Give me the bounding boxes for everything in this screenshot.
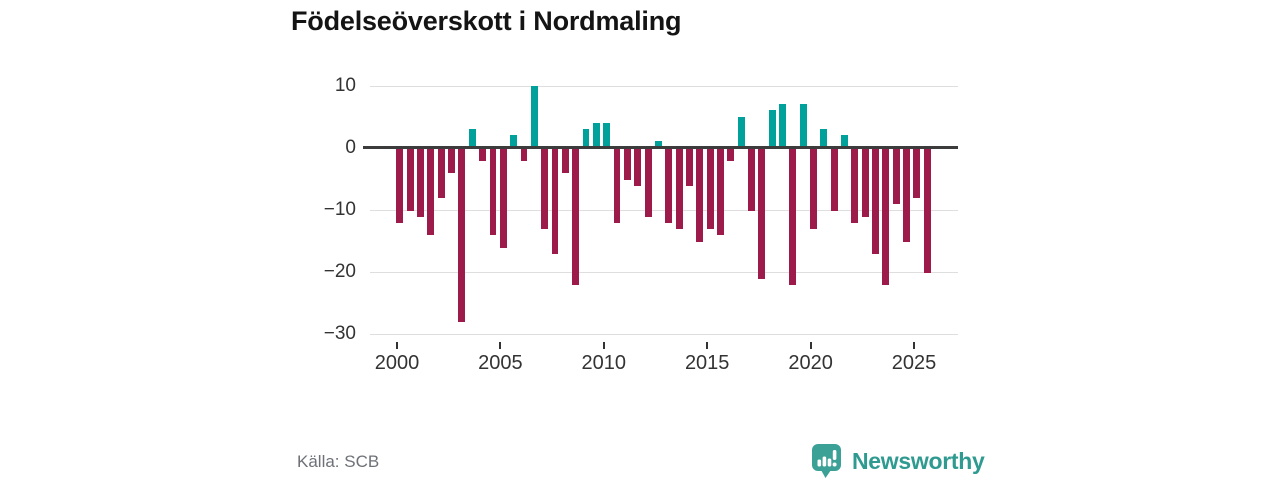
bar-2008H1: [561, 148, 569, 174]
bar-2014H2: [696, 148, 704, 242]
x-axis-tick: [396, 342, 398, 349]
bar-2020H2: [820, 128, 828, 148]
bar-2003H2: [468, 128, 476, 148]
bar-2024H2: [903, 148, 910, 242]
gridline: [370, 333, 958, 335]
y-axis-tick-label: −20: [323, 260, 356, 282]
bar-2001H2: [427, 148, 435, 236]
bar-2001H1: [417, 148, 425, 217]
bar-2021H1: [830, 148, 838, 211]
chart-title: Födelseöverskott i Nordmaling: [291, 6, 682, 36]
bar-2003H1: [458, 148, 466, 323]
bar-2013H2: [675, 148, 683, 230]
bar-2015H1: [706, 148, 714, 230]
bar-2006H2: [530, 85, 538, 148]
bar-2016H1: [727, 148, 735, 161]
y-axis-tick-label: −10: [323, 198, 356, 220]
x-axis-tick-label: 2005: [478, 352, 523, 374]
x-axis-tick: [499, 342, 502, 349]
bar-2000H1: [396, 148, 404, 223]
bar-2005H2: [510, 135, 518, 148]
y-axis-tick-label: 10: [334, 74, 356, 96]
bar-2017H2: [758, 148, 766, 279]
x-axis-tick-label: 2000: [374, 352, 420, 374]
bar-2023H1: [872, 148, 879, 254]
bar-2002H1: [437, 148, 445, 199]
bar-2002H2: [448, 148, 456, 174]
bar-2007H1: [541, 148, 549, 230]
bar-2016H2: [737, 116, 745, 148]
bar-2014H1: [685, 148, 693, 186]
x-axis-tick-label: 2020: [788, 352, 833, 374]
x-axis-tick-label: 2010: [581, 352, 627, 374]
bar-2019H2: [799, 104, 807, 148]
x-axis-tick-label: 2015: [684, 352, 730, 374]
bar-2021H2: [841, 135, 848, 148]
bar-2004H2: [489, 148, 497, 236]
x-axis-tick: [809, 342, 812, 349]
bar-2015H2: [716, 148, 724, 236]
bar-2012H1: [644, 148, 652, 217]
gridline: [370, 271, 958, 273]
y-axis-tick-label: −30: [323, 322, 356, 344]
y-axis-tick-label: 0: [345, 136, 356, 158]
bar-2010H1: [603, 122, 611, 148]
bar-2019H1: [789, 148, 797, 285]
bar-2009H2: [592, 122, 600, 148]
bar-2006H1: [520, 148, 528, 161]
source-label: Källa: SCB: [297, 452, 380, 471]
gridline: [370, 209, 958, 211]
bar-2010H2: [613, 148, 621, 223]
gridline: [370, 85, 958, 87]
bar-2011H2: [634, 148, 642, 186]
x-axis-tick: [602, 342, 605, 349]
bar-2018H1: [768, 110, 776, 148]
bar-2018H2: [779, 104, 786, 148]
bar-2000H2: [406, 148, 414, 211]
x-axis-tick: [706, 342, 709, 349]
bar-2017H1: [748, 148, 755, 211]
bar-2012H2: [654, 141, 662, 148]
bar-2011H1: [623, 148, 631, 180]
newsworthy-logo: Newsworthy: [810, 443, 985, 479]
bar-2023H2: [882, 148, 890, 285]
bar-2009H1: [582, 128, 590, 148]
newsworthy-logo-text: Newsworthy: [852, 447, 985, 474]
zero-axis-line: [363, 146, 958, 149]
bar-2025H2: [923, 148, 931, 273]
bar-2024H1: [892, 148, 900, 205]
bar-2008H2: [572, 148, 580, 285]
bar-2005H1: [499, 148, 507, 248]
newsworthy-logo-icon: [812, 444, 841, 478]
x-axis-tick: [913, 342, 915, 349]
bar-2025H1: [913, 148, 921, 199]
x-axis-tick-label: 2025: [891, 352, 937, 374]
bar-2013H1: [665, 148, 673, 223]
bar-2004H1: [479, 148, 487, 161]
bar-2022H2: [861, 148, 869, 217]
bar-2022H1: [851, 148, 859, 223]
bar-2007H2: [551, 148, 559, 254]
bar-2020H1: [810, 148, 817, 230]
